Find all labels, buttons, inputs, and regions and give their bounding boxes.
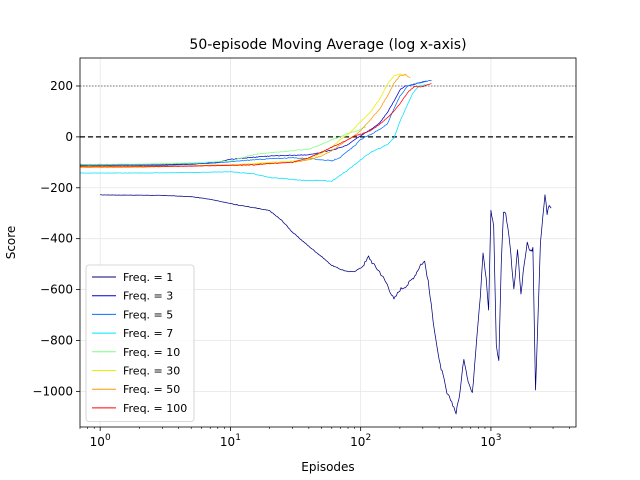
y-axis-ticks: 200 0 −200 −400 −600 −800 −1000: [32, 79, 80, 398]
legend-label: Freq. = 3: [123, 290, 173, 303]
y-tick-label: −600: [40, 283, 73, 297]
series-layer: [79, 73, 552, 415]
legend-label: Freq. = 50: [123, 383, 180, 396]
y-tick-label: 0: [65, 130, 73, 144]
series-line-7: [79, 73, 411, 167]
reference-lines: [80, 85, 576, 138]
series-line-3: [79, 80, 432, 166]
legend-box: [85, 264, 195, 423]
chart-title: 50-episode Moving Average (log x-axis): [189, 37, 466, 53]
y-tick-label: −200: [40, 181, 73, 195]
y-tick-label: 200: [50, 79, 73, 93]
legend-label: Freq. = 5: [123, 308, 173, 321]
legend-label: Freq. = 1: [123, 271, 173, 284]
legend: Freq. = 1 Freq. = 3 Freq. = 5 Freq. = 7 Freq…: [85, 264, 195, 423]
series-line-5: [79, 126, 367, 165]
series-line-8: [80, 83, 432, 168]
legend-label: Freq. = 10: [123, 346, 180, 359]
y-axis-title: Score: [4, 226, 18, 260]
x-axis-ticks: 100 101 102 103: [79, 427, 570, 449]
x-tick-label: 102: [350, 433, 371, 449]
series-line-4: [79, 84, 427, 182]
y-tick-label: −1000: [32, 384, 73, 398]
legend-label: Freq. = 100: [123, 402, 187, 415]
legend-label: Freq. = 7: [123, 327, 173, 340]
x-axis-title: Episodes: [301, 460, 354, 474]
series-line-2: [79, 80, 427, 166]
plot-frame: [79, 57, 577, 428]
series-line-1: [100, 194, 552, 415]
legend-label: Freq. = 30: [123, 365, 180, 378]
y-tick-label: −400: [40, 232, 73, 246]
x-tick-label: 100: [90, 433, 111, 449]
x-tick-label: 101: [220, 433, 241, 449]
x-tick-label: 103: [480, 433, 501, 449]
series-line-6: [79, 73, 406, 168]
y-tick-label: −800: [40, 333, 73, 347]
